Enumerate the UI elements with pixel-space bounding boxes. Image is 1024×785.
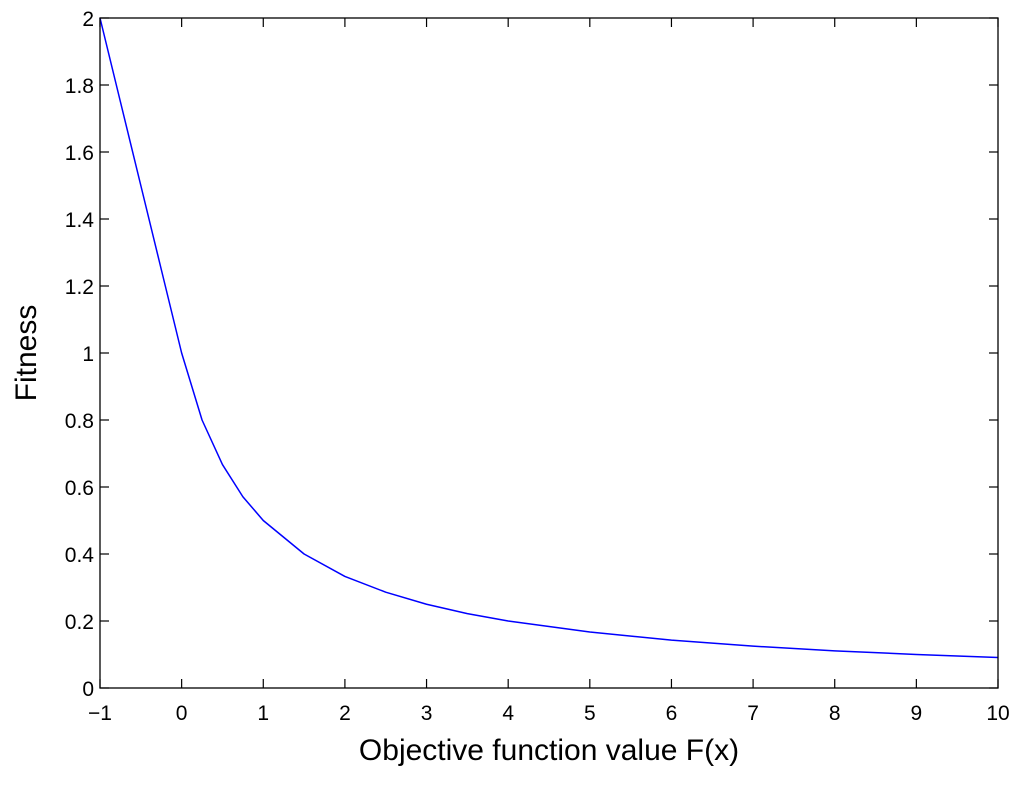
y-tick-label: 0.6	[65, 477, 94, 500]
x-tick-label: 3	[421, 702, 433, 725]
y-tick-label: 1.6	[65, 142, 94, 165]
plot-frame	[99, 17, 999, 689]
y-tick-label: 0.4	[65, 544, 95, 567]
x-tick-label: 0	[176, 702, 188, 725]
y-tick-label: 2	[82, 8, 94, 31]
x-tick-label: 4	[502, 702, 514, 725]
y-tick-label: 0	[82, 678, 94, 701]
x-tick-label: 1	[257, 702, 269, 725]
x-tick-label: 2	[339, 702, 351, 725]
plot-background	[100, 18, 998, 688]
y-tick-label: 0.2	[65, 611, 94, 634]
x-tick-label: −1	[88, 702, 112, 725]
x-tick-label: 5	[584, 702, 596, 725]
x-tick-label: 7	[747, 702, 759, 725]
series-line	[99, 17, 999, 659]
y-tick-label: 1.4	[65, 209, 95, 232]
x-axis-label: Objective function value F(x)	[359, 734, 739, 767]
x-tick-label: 10	[986, 702, 1009, 725]
y-tick-label: 1.2	[65, 276, 94, 299]
y-tick-label: 0.8	[65, 410, 94, 433]
x-tick-labels: −1 0 1 2 3 4 5 6 7 8 9 10	[88, 702, 1010, 725]
y-tick-labels: 0 0.2 0.4 0.6 0.8 1 1.2 1.4 1.6 1.8 2	[65, 8, 95, 701]
x-tick-label: 8	[829, 702, 841, 725]
x-tick-label: 6	[666, 702, 678, 725]
y-axis-label: Fitness	[10, 305, 43, 402]
x-tick-label: 9	[911, 702, 923, 725]
y-tick-label: 1.8	[65, 75, 94, 98]
y-tick-label: 1	[82, 343, 94, 366]
series-layer	[99, 17, 999, 659]
